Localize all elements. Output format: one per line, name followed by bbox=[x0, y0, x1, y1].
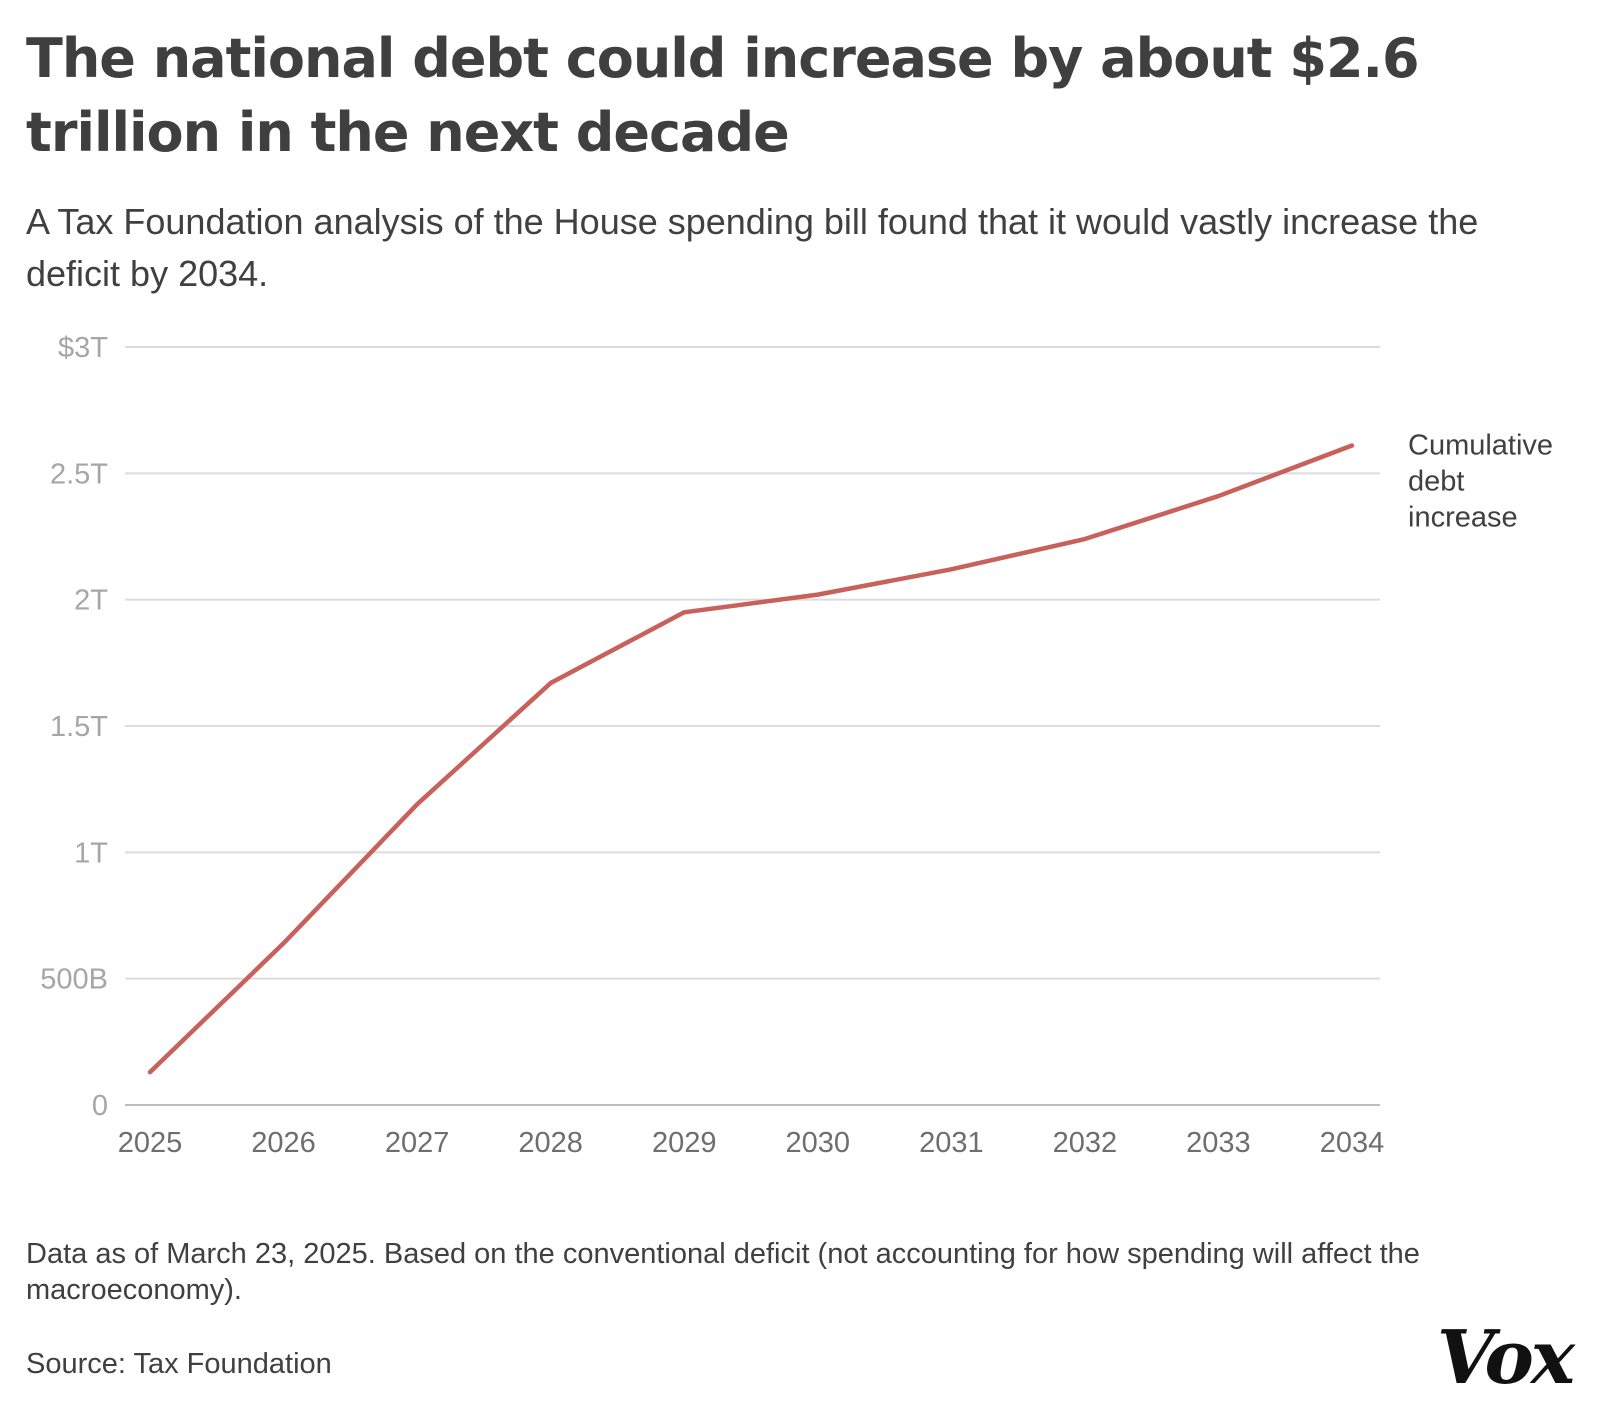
y-tick-label: 1.5T bbox=[50, 711, 108, 743]
y-tick-label: 500B bbox=[40, 964, 108, 996]
chart-title: The national debt could increase by abou… bbox=[26, 27, 1420, 164]
x-tick-label: 2032 bbox=[1053, 1127, 1118, 1159]
x-tick-label: 2030 bbox=[786, 1127, 851, 1159]
series-line bbox=[147, 443, 1355, 1075]
source-credit: Source: Tax Foundation bbox=[26, 1348, 332, 1380]
x-tick-label: 2027 bbox=[385, 1127, 450, 1159]
y-tick-label: $3T bbox=[58, 332, 108, 364]
x-tick-label: 2031 bbox=[919, 1127, 984, 1159]
y-axis: 0 500B 1T 1.5T 2T 2.5T $3T bbox=[40, 332, 108, 1122]
y-tick-label: 2.5T bbox=[50, 458, 108, 490]
x-tick-label: 2033 bbox=[1186, 1127, 1251, 1159]
x-tick-label: 2026 bbox=[251, 1127, 316, 1159]
x-tick-label: 2025 bbox=[118, 1127, 183, 1159]
x-tick-label: 2029 bbox=[652, 1127, 717, 1159]
gridlines bbox=[125, 346, 1380, 1106]
y-tick-label: 0 bbox=[92, 1090, 108, 1122]
vox-logo: Vox bbox=[1436, 1315, 1575, 1401]
y-tick-label: 1T bbox=[74, 837, 108, 869]
chart-subtitle: A Tax Foundation analysis of the House s… bbox=[26, 201, 1479, 294]
x-axis: 2025 2026 2027 2028 2029 2030 2031 2032 2033 2034 bbox=[118, 1127, 1385, 1159]
footnote: Data as of March 23, 2025. Based on the … bbox=[26, 1238, 1420, 1306]
x-tick-label: 2028 bbox=[518, 1127, 583, 1159]
series-group: Cumulative debt increase bbox=[147, 430, 1553, 1075]
y-tick-label: 2T bbox=[74, 585, 108, 617]
x-tick-label: 2034 bbox=[1320, 1127, 1385, 1159]
series-label: Cumulative debt increase bbox=[1408, 430, 1553, 534]
